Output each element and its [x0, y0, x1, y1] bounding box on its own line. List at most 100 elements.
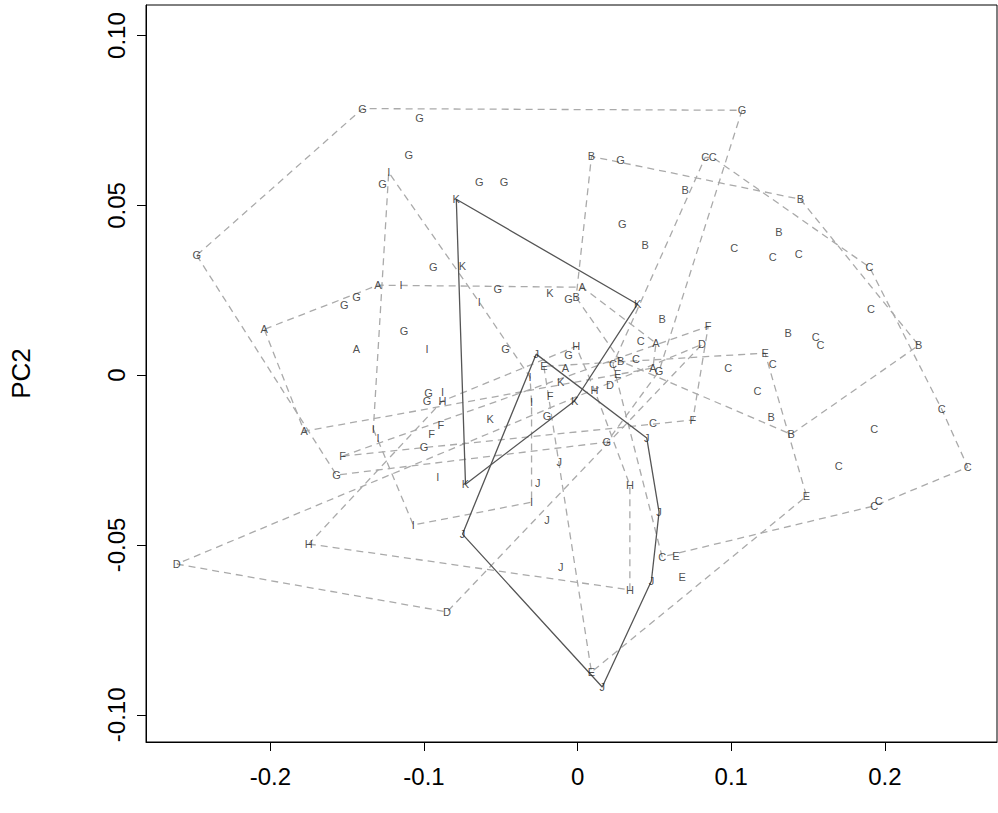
svg-text:-0.10: -0.10	[103, 687, 130, 742]
svg-text:I: I	[436, 471, 439, 483]
svg-text:J: J	[644, 432, 650, 444]
svg-text:G: G	[618, 218, 627, 230]
svg-text:A: A	[579, 281, 587, 293]
svg-text:0.1: 0.1	[715, 763, 748, 790]
svg-text:E: E	[614, 368, 621, 380]
svg-text:J: J	[544, 514, 550, 526]
svg-text:B: B	[642, 239, 649, 251]
svg-text:I: I	[426, 343, 429, 355]
svg-text:K: K	[546, 287, 554, 299]
svg-text:J: J	[533, 348, 539, 360]
svg-text:B: B	[572, 291, 579, 303]
svg-text:G: G	[340, 299, 349, 311]
svg-text:G: G	[655, 365, 664, 377]
svg-text:E: E	[803, 490, 810, 502]
svg-text:C: C	[753, 385, 761, 397]
svg-text:C: C	[870, 500, 878, 512]
svg-text:C: C	[724, 362, 732, 374]
svg-text:H: H	[305, 538, 313, 550]
svg-text:0.10: 0.10	[103, 12, 130, 59]
svg-text:J: J	[558, 561, 564, 573]
svg-text:C: C	[816, 339, 824, 351]
svg-text:E: E	[588, 666, 595, 678]
svg-text:H: H	[626, 479, 634, 491]
svg-text:G: G	[358, 103, 367, 115]
svg-text:K: K	[462, 478, 470, 490]
svg-text:K: K	[634, 298, 642, 310]
svg-text:C: C	[769, 358, 777, 370]
svg-text:G: G	[500, 176, 509, 188]
svg-text:C: C	[637, 335, 645, 347]
svg-text:K: K	[453, 193, 461, 205]
svg-text:D: D	[606, 379, 614, 391]
svg-text:E: E	[540, 360, 547, 372]
svg-text:F: F	[689, 414, 696, 426]
svg-text:0.05: 0.05	[103, 182, 130, 229]
svg-text:G: G	[400, 325, 409, 337]
svg-text:G: G	[352, 291, 361, 303]
svg-text:0: 0	[103, 369, 130, 382]
svg-text:C: C	[835, 460, 843, 472]
svg-text:G: G	[378, 178, 387, 190]
svg-text:B: B	[784, 327, 791, 339]
svg-text:B: B	[617, 355, 624, 367]
svg-text:G: G	[475, 176, 484, 188]
svg-text:E: E	[761, 347, 768, 359]
svg-text:A: A	[652, 337, 660, 349]
svg-text:B: B	[797, 193, 804, 205]
svg-text:G: G	[420, 441, 429, 453]
svg-text:C: C	[795, 248, 803, 260]
svg-text:J: J	[556, 456, 562, 468]
svg-text:F: F	[547, 390, 554, 402]
svg-text:B: B	[775, 226, 782, 238]
svg-text:K: K	[486, 413, 494, 425]
svg-text:H: H	[626, 584, 634, 596]
svg-text:B: B	[681, 184, 688, 196]
svg-text:I: I	[441, 386, 444, 398]
svg-text:C: C	[866, 261, 874, 273]
svg-text:C: C	[870, 423, 878, 435]
svg-text:G: G	[332, 469, 341, 481]
svg-text:F: F	[339, 450, 346, 462]
svg-text:C: C	[709, 151, 717, 163]
svg-text:B: B	[588, 150, 595, 162]
svg-text:I: I	[530, 496, 533, 508]
svg-text:B: B	[768, 411, 775, 423]
svg-text:F: F	[705, 320, 712, 332]
svg-text:PC2: PC2	[6, 348, 36, 399]
svg-text:C: C	[867, 303, 875, 315]
svg-text:I: I	[530, 396, 533, 408]
svg-text:I: I	[478, 296, 481, 308]
svg-text:G: G	[603, 436, 612, 448]
svg-text:A: A	[353, 343, 361, 355]
svg-text:J: J	[599, 681, 605, 693]
svg-text:A: A	[261, 323, 269, 335]
svg-text:J: J	[535, 477, 541, 489]
svg-text:J: J	[460, 528, 466, 540]
svg-text:G: G	[423, 395, 432, 407]
svg-text:G: G	[738, 104, 747, 116]
svg-text:C: C	[649, 417, 657, 429]
svg-text:G: G	[616, 154, 625, 166]
svg-text:B: B	[787, 428, 794, 440]
svg-text:K: K	[459, 260, 467, 272]
svg-text:C: C	[632, 353, 640, 365]
svg-text:A: A	[562, 362, 570, 374]
svg-text:I: I	[372, 423, 375, 435]
svg-text:C: C	[964, 461, 972, 473]
svg-text:C: C	[938, 403, 946, 415]
svg-text:A: A	[301, 425, 309, 437]
svg-text:-0.05: -0.05	[103, 518, 130, 573]
svg-text:-0.1: -0.1	[403, 763, 444, 790]
svg-text:E: E	[678, 571, 685, 583]
svg-text:I: I	[376, 432, 379, 444]
svg-text:E: E	[672, 550, 679, 562]
svg-text:G: G	[404, 149, 413, 161]
svg-text:G: G	[493, 283, 502, 295]
svg-text:I: I	[387, 166, 390, 178]
svg-text:G: G	[564, 293, 573, 305]
svg-text:C: C	[769, 251, 777, 263]
svg-text:H: H	[591, 384, 599, 396]
svg-text:K: K	[557, 376, 565, 388]
svg-text:G: G	[501, 343, 510, 355]
